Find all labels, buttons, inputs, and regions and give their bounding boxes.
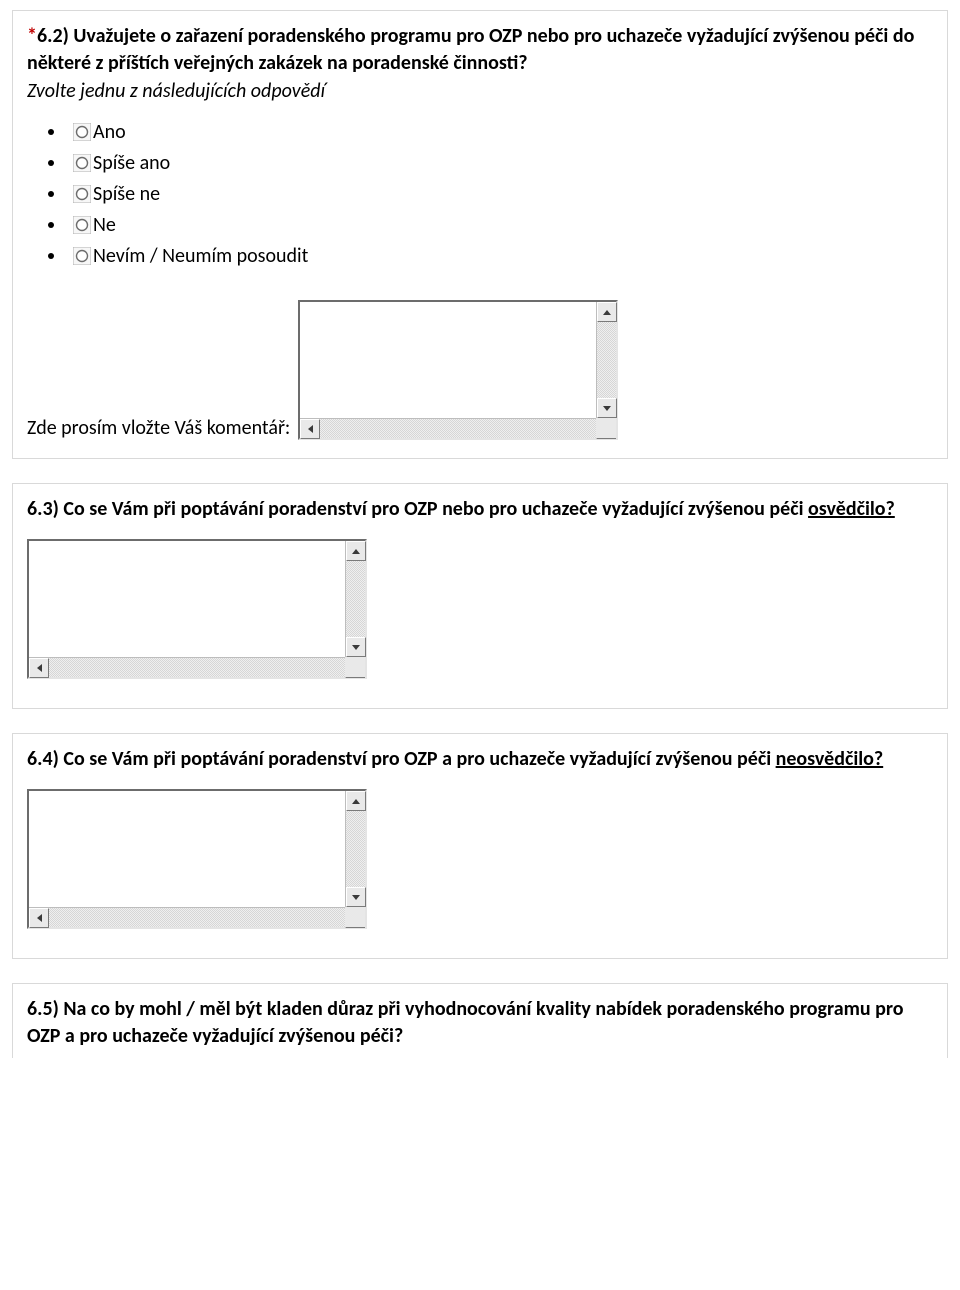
question-6-5-title: 6.5) Na co by mohl / měl být kladen důra…: [27, 996, 933, 1050]
radio-icon[interactable]: [73, 151, 91, 169]
comment-label: Zde prosím vložte Váš komentář:: [27, 416, 290, 440]
question-6-2-options: Ano Spíše ano Spíše ne Ne Nevím / Neumím…: [27, 117, 933, 272]
question-6-4-title: 6.4) Co se Vám při poptávání poradenství…: [27, 746, 933, 773]
option-spise-ne: Spíše ne: [67, 179, 933, 210]
option-label: Spíše ne: [93, 182, 160, 206]
question-6-2-title-text: 6.2) Uvažujete o zařazení poradenského p…: [27, 24, 914, 75]
scrollbar-corner: [345, 657, 365, 677]
scroll-down-button[interactable]: [346, 637, 366, 657]
scroll-left-button[interactable]: [300, 419, 320, 439]
scrollbar-horizontal[interactable]: [29, 907, 365, 927]
chevron-down-icon: [352, 645, 360, 650]
question-6-3-title: 6.3) Co se Vám při poptávání poradenství…: [27, 496, 933, 523]
chevron-up-icon: [352, 549, 360, 554]
scroll-down-button[interactable]: [346, 887, 366, 907]
question-6-4-title-pre: 6.4) Co se Vám při poptávání poradenství…: [27, 747, 776, 771]
chevron-left-icon: [37, 664, 42, 672]
chevron-left-icon: [308, 425, 313, 433]
chevron-left-icon: [37, 914, 42, 922]
scrollbar-horizontal[interactable]: [300, 418, 616, 438]
question-6-2: *6.2) Uvažujete o zařazení poradenského …: [12, 10, 948, 459]
radio-icon[interactable]: [73, 244, 91, 262]
chevron-up-icon: [603, 310, 611, 315]
option-spise-ano: Spíše ano: [67, 148, 933, 179]
scrollbar-corner: [596, 418, 616, 438]
scrollbar-corner: [345, 907, 365, 927]
comment-textarea[interactable]: [298, 300, 618, 440]
option-nevim: Nevím / Neumím posoudit: [67, 241, 933, 272]
radio-icon[interactable]: [73, 182, 91, 200]
chevron-down-icon: [603, 406, 611, 411]
question-6-4-textarea[interactable]: [27, 789, 367, 929]
option-label: Ne: [93, 213, 116, 237]
scroll-left-button[interactable]: [29, 658, 49, 678]
option-label: Ano: [93, 120, 126, 144]
option-ano: Ano: [67, 117, 933, 148]
question-6-2-title: *6.2) Uvažujete o zařazení poradenského …: [27, 23, 933, 77]
scroll-up-button[interactable]: [346, 791, 366, 811]
chevron-down-icon: [352, 895, 360, 900]
required-marker: *: [27, 24, 37, 48]
scroll-up-button[interactable]: [346, 541, 366, 561]
question-6-2-comment-row: Zde prosím vložte Váš komentář:: [27, 300, 933, 440]
scrollbar-vertical[interactable]: [345, 541, 365, 657]
scroll-up-button[interactable]: [597, 302, 617, 322]
scroll-left-button[interactable]: [29, 908, 49, 928]
scroll-down-button[interactable]: [597, 398, 617, 418]
question-6-5: 6.5) Na co by mohl / měl být kladen důra…: [12, 983, 948, 1058]
question-6-2-instruction: Zvolte jednu z následujících odpovědí: [27, 79, 933, 103]
question-6-3-title-pre: 6.3) Co se Vám při poptávání poradenství…: [27, 497, 808, 521]
question-6-3-title-underline: osvědčilo?: [808, 497, 895, 521]
scrollbar-horizontal[interactable]: [29, 657, 365, 677]
question-6-4-title-underline: neosvědčilo?: [776, 747, 884, 771]
question-6-4: 6.4) Co se Vám při poptávání poradenství…: [12, 733, 948, 959]
option-ne: Ne: [67, 210, 933, 241]
scrollbar-vertical[interactable]: [345, 791, 365, 907]
question-6-3: 6.3) Co se Vám při poptávání poradenství…: [12, 483, 948, 709]
option-label: Nevím / Neumím posoudit: [93, 244, 308, 268]
radio-icon[interactable]: [73, 120, 91, 138]
option-label: Spíše ano: [93, 151, 170, 175]
scrollbar-vertical[interactable]: [596, 302, 616, 418]
chevron-up-icon: [352, 799, 360, 804]
radio-icon[interactable]: [73, 213, 91, 231]
question-6-3-textarea[interactable]: [27, 539, 367, 679]
